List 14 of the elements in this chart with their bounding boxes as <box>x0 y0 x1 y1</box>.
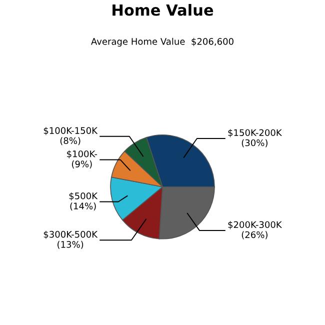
chart-subtitle: Average Home Value $206,600 <box>91 38 234 47</box>
data-label: (14%) <box>70 202 96 210</box>
data-label: (9%) <box>72 160 92 168</box>
slice-label: $200K-300K <box>228 221 282 230</box>
data-label: (30%) <box>242 139 268 148</box>
slice-label: $150K-200K <box>228 129 282 138</box>
data-label: (13%) <box>58 240 84 249</box>
slice-label: $300K-500K <box>44 230 98 239</box>
chart-title: Home Value <box>112 4 214 16</box>
slice-label: $100K- <box>67 150 98 158</box>
data-label: (8%) <box>60 137 80 146</box>
slice-label: $100K-150K <box>44 126 98 136</box>
slice-label: $500K <box>69 192 98 201</box>
data-label: (26%) <box>242 231 268 240</box>
